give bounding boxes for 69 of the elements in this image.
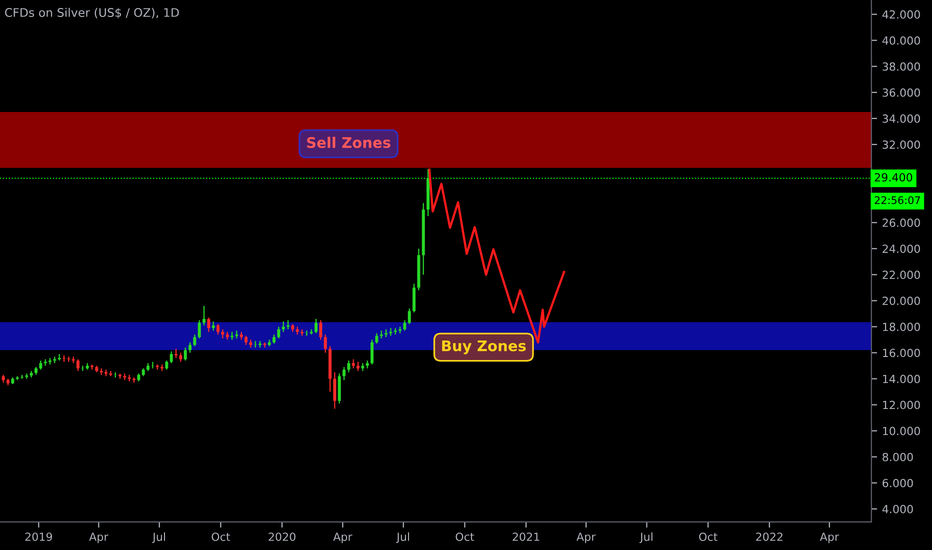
x-tick-label: Oct bbox=[456, 532, 474, 541]
candlestick bbox=[216, 324, 220, 336]
x-tick-label: 2021 bbox=[512, 532, 540, 541]
y-tick-label: 26.000 bbox=[882, 218, 920, 227]
x-tick-label: Jul bbox=[152, 532, 166, 544]
x-tick-label: Oct bbox=[212, 532, 230, 541]
y-tick-label: 16.000 bbox=[883, 348, 920, 358]
x-tick-label: Jul bbox=[396, 532, 410, 544]
x-tick-label: Oct bbox=[699, 532, 718, 541]
x-tick-label: 2022 bbox=[756, 532, 782, 541]
y-tick-label: 10.000 bbox=[883, 426, 920, 436]
candlestick bbox=[207, 317, 210, 332]
y-tick-label: 18.000 bbox=[883, 322, 920, 332]
candlestick bbox=[165, 360, 168, 370]
y-tick-label: 22.000 bbox=[882, 270, 920, 280]
y-tick-label: 12.000 bbox=[883, 400, 920, 410]
band-label: Sell Zones bbox=[307, 136, 390, 148]
text: 22:56:07 bbox=[874, 196, 920, 204]
candlestick bbox=[412, 283, 416, 313]
y-tick-label: 34.000 bbox=[882, 114, 920, 123]
candlestick bbox=[352, 358, 355, 369]
candlestick bbox=[170, 350, 173, 364]
candlestick bbox=[403, 320, 406, 332]
candlestick bbox=[39, 360, 42, 370]
candlestick bbox=[324, 334, 327, 354]
y-tick-label: 20.000 bbox=[882, 296, 920, 306]
y-tick-label: 40.000 bbox=[882, 36, 920, 45]
candlestick bbox=[342, 366, 346, 381]
candlestick bbox=[282, 320, 285, 332]
candlestick bbox=[212, 320, 215, 332]
candlestick bbox=[193, 334, 196, 347]
candlestick bbox=[314, 318, 318, 334]
candlestick bbox=[408, 308, 411, 325]
y-tick-label: 42.000 bbox=[882, 10, 920, 19]
ref-line-label: 29.400 bbox=[874, 173, 912, 182]
x-tick-label: 2020 bbox=[268, 532, 296, 541]
candlestick bbox=[174, 348, 178, 358]
y-tick-label: 36.000 bbox=[882, 88, 920, 97]
candlestick bbox=[202, 305, 206, 326]
candlestick bbox=[198, 320, 201, 339]
y-tick-label: 6.000 bbox=[882, 478, 913, 488]
x-tick-label: Apr bbox=[89, 532, 108, 544]
candlestick bbox=[188, 342, 192, 354]
y-tick-label: 38.000 bbox=[882, 62, 920, 71]
x-tick-label: Apr bbox=[820, 532, 840, 544]
x-tick-label: 2019 bbox=[25, 532, 52, 541]
candlestick bbox=[221, 328, 224, 339]
band-label: Buy Zones bbox=[442, 340, 526, 354]
candlestick bbox=[375, 332, 378, 344]
candlestick bbox=[370, 339, 374, 366]
candlestick bbox=[244, 335, 248, 346]
candlestick bbox=[319, 320, 322, 340]
y-tick-label: 8.000 bbox=[882, 452, 913, 462]
x-tick-label: Jul bbox=[639, 532, 652, 544]
candlestick bbox=[361, 362, 364, 372]
candlestick bbox=[347, 360, 350, 373]
text: CFDs on Silver (US$ / OZ), 1D bbox=[5, 8, 179, 19]
candlestick bbox=[277, 326, 280, 339]
candlestick bbox=[272, 334, 276, 344]
candlestick bbox=[76, 358, 80, 372]
y-tick-label: 32.000 bbox=[882, 140, 920, 149]
x-tick-label: Apr bbox=[576, 532, 596, 544]
x-tick-label: Apr bbox=[333, 532, 352, 544]
y-tick-label: 4.000 bbox=[882, 504, 913, 514]
candlestick bbox=[184, 346, 187, 362]
y-tick-label: 14.000 bbox=[883, 374, 920, 384]
candlestick bbox=[333, 372, 336, 410]
candlestick bbox=[356, 361, 360, 372]
y-tick-label: 24.000 bbox=[882, 244, 920, 253]
